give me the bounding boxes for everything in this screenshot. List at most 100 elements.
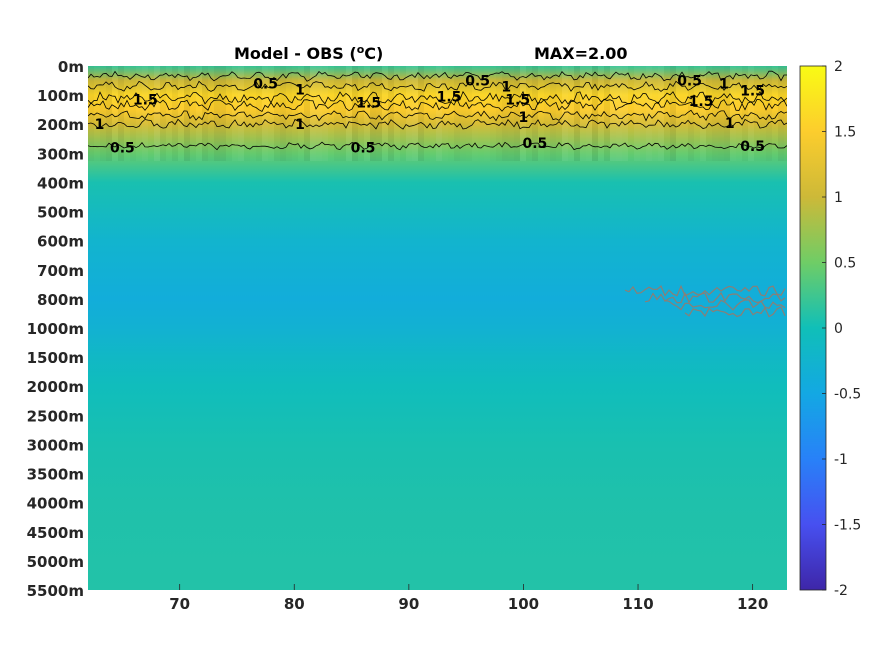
texture-strip [670, 66, 676, 161]
x-tick-label: 90 [398, 595, 419, 613]
texture-strip [418, 66, 424, 161]
contour-line [88, 90, 787, 106]
contour-label: 1 [719, 77, 729, 93]
y-tick-label: 800m [37, 291, 84, 309]
y-tick-label: 1500m [27, 349, 84, 367]
texture-strip [346, 66, 352, 161]
texture-strip [106, 66, 112, 161]
contour-label: 0.5 [351, 141, 376, 157]
contour-line [88, 70, 787, 82]
texture-strip [178, 66, 184, 161]
colorbar: 2 1.5 1 0.5 0 -0.5 -1 -1.5 -2 [799, 59, 861, 599]
y-tick-label: 1000m [27, 320, 84, 338]
contour-label: 1.5 [505, 93, 530, 109]
texture-strip [718, 66, 724, 161]
texture-strip [766, 66, 772, 161]
colorbar-tick-label: 1 [834, 190, 843, 206]
y-tick-label: 200m [37, 116, 84, 134]
colorbar-tick-label: 1.5 [834, 125, 856, 141]
title-right: MAX=2.00 [534, 44, 628, 63]
texture-strip [316, 66, 322, 161]
y-tick-label: 0m [58, 58, 84, 76]
contour-label: 1.5 [437, 90, 462, 106]
contour-label: 0.5 [677, 74, 702, 90]
texture-strip [190, 66, 196, 161]
y-tick-label: 400m [37, 174, 84, 192]
texture-strip [778, 66, 784, 161]
colorbar-tick-label: -0.5 [834, 387, 861, 403]
x-tick-label: 120 [737, 595, 768, 613]
texture-strip [292, 66, 298, 161]
deep-anomaly-contours [624, 284, 786, 318]
texture-strip [238, 66, 244, 161]
anomaly-contour [684, 306, 786, 318]
texture-strip [616, 66, 622, 161]
texture-strip [280, 66, 286, 161]
y-tick-label: 3000m [27, 436, 84, 454]
texture-strip [172, 66, 178, 161]
texture-strip [310, 66, 316, 161]
texture-strip [214, 66, 220, 161]
contour-label: 1 [95, 117, 105, 133]
texture-strip [520, 66, 526, 161]
texture-strip [646, 66, 652, 161]
texture-strip [724, 66, 730, 161]
y-tick-label: 2000m [27, 378, 84, 396]
contour-label: 1 [725, 116, 735, 132]
texture-strip [382, 66, 388, 161]
y-tick-label: 2500m [27, 407, 84, 425]
contour-line [88, 109, 787, 122]
texture-strip [388, 66, 394, 161]
chart-title: Model - OBS (oC) MAX=2.00 [234, 43, 628, 63]
texture-strip [184, 66, 190, 161]
colorbar-ticks: 2 1.5 1 0.5 0 -0.5 -1 -1.5 -2 [822, 59, 861, 599]
texture-strip [610, 66, 616, 161]
contour-label: 1.5 [133, 93, 158, 109]
texture-strip [196, 66, 202, 161]
texture-strip [514, 66, 520, 161]
colorbar-tick-label: -1 [834, 452, 848, 468]
contour-label: 0.5 [253, 77, 278, 93]
y-axis-ticks: 0m 100m 200m 300m 400m 500m 600m 700m 800m 1000m 1… [27, 58, 84, 600]
contour-label: 0.5 [522, 136, 547, 152]
texture-strip [532, 66, 538, 161]
y-tick-label: 700m [37, 262, 84, 280]
x-tick-label: 110 [622, 595, 653, 613]
contour-line [88, 141, 787, 151]
texture-strip [574, 66, 580, 161]
y-tick-label: 5500m [27, 582, 84, 600]
contour-label: 1 [295, 82, 305, 98]
heatmap-field [88, 66, 787, 590]
colorbar-tick-label: -2 [834, 583, 848, 599]
contour-line [88, 97, 787, 113]
texture-strip [550, 66, 556, 161]
x-tick-label: 80 [284, 595, 305, 613]
x-tick-label: 100 [508, 595, 539, 613]
contour-label: 0.5 [740, 139, 765, 155]
colorbar-tick-label: 0.5 [834, 256, 856, 272]
heatmap-texture [106, 66, 784, 161]
contour-label: 1.5 [740, 84, 765, 100]
texture-strip [508, 66, 514, 161]
texture-strip [436, 66, 442, 161]
texture-strip [304, 66, 310, 161]
contour-label: 1.5 [356, 95, 381, 111]
colorbar-tick-label: -1.5 [834, 518, 861, 534]
texture-strip [376, 66, 382, 161]
texture-strip [400, 66, 406, 161]
y-tick-label: 5000m [27, 553, 84, 571]
texture-strip [166, 66, 172, 161]
texture-strip [712, 66, 718, 161]
contour-lines [88, 70, 787, 151]
contour-label: 1 [519, 110, 529, 126]
y-tick-label: 100m [37, 87, 84, 105]
contour-label: 1 [501, 79, 511, 95]
y-tick-label: 4000m [27, 495, 84, 513]
contour-label: 0.5 [110, 141, 135, 157]
colorbar-tick-label: 2 [834, 59, 843, 75]
texture-strip [586, 66, 592, 161]
y-tick-label: 4500m [27, 524, 84, 542]
y-tick-label: 600m [37, 233, 84, 251]
texture-strip [352, 66, 358, 161]
texture-strip [406, 66, 412, 161]
